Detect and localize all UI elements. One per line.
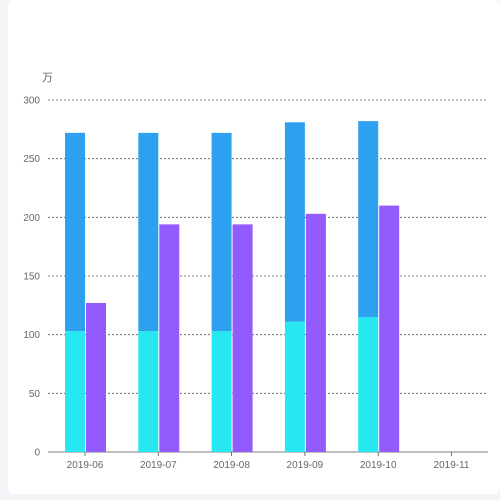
x-tick-label: 2019-11	[434, 460, 470, 471]
x-tick-label: 2019-09	[287, 460, 324, 471]
x-axis-ticks: 2019-06 2019-07 2019-08 2019-09 2019-10 2019-…	[67, 452, 470, 471]
y-tick-label: 200	[23, 213, 40, 224]
bar-stack-a-segment-1[interactable]	[211, 331, 232, 452]
bar-stack-a-segment-2[interactable]	[65, 132, 85, 332]
y-tick-label: 300	[23, 96, 40, 107]
x-tick-label: 2019-10	[360, 460, 397, 471]
bar-stack-a-segment-1[interactable]	[358, 317, 379, 452]
bar-stack-a-segment-2[interactable]	[358, 121, 379, 318]
y-tick-label: 250	[23, 154, 40, 165]
y-tick-label: 0	[34, 448, 40, 459]
bar-stack-b[interactable]	[379, 205, 400, 452]
y-tick-label: 50	[29, 389, 41, 400]
x-tick-label: 2019-06	[67, 460, 104, 471]
bar-stack-a-segment-2[interactable]	[284, 122, 305, 322]
grid-lines	[48, 99, 488, 453]
x-tick-label: 2019-08	[213, 460, 250, 471]
bar-stack-b[interactable]	[305, 213, 326, 452]
bar-stack-b[interactable]	[232, 224, 253, 452]
y-axis-ticks: 0 50 100 150 200 250 300	[23, 96, 40, 459]
bar-stack-b[interactable]	[86, 302, 106, 452]
bar-stack-a-segment-1[interactable]	[65, 331, 85, 452]
y-tick-label: 150	[23, 272, 40, 283]
bars	[65, 121, 400, 452]
bar-stack-a-segment-1[interactable]	[138, 331, 159, 452]
bar-stack-b[interactable]	[159, 224, 180, 452]
x-tick-label: 2019-07	[140, 460, 177, 471]
bar-stack-a-segment-2[interactable]	[211, 132, 232, 332]
y-axis-unit-label: 万	[42, 72, 53, 84]
y-tick-label: 100	[23, 330, 40, 341]
bar-stack-a-segment-2[interactable]	[138, 132, 159, 332]
bar-stack-a-segment-1[interactable]	[284, 321, 305, 452]
